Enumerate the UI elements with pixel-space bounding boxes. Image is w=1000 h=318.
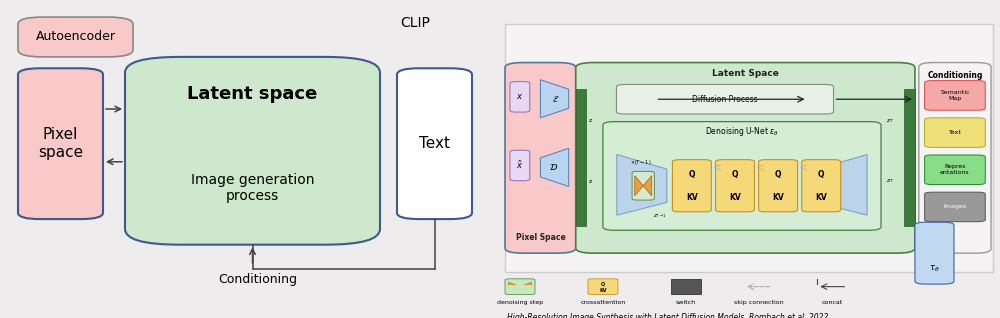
Text: Text: Text xyxy=(419,136,450,151)
FancyBboxPatch shape xyxy=(632,171,654,200)
Text: Conditioning: Conditioning xyxy=(927,72,983,80)
FancyBboxPatch shape xyxy=(925,155,985,184)
Text: $\mathcal{D}$: $\mathcal{D}$ xyxy=(549,162,558,172)
Text: Latent space: Latent space xyxy=(187,86,318,103)
Text: $x$: $x$ xyxy=(516,92,523,101)
Text: KV: KV xyxy=(599,287,607,293)
Text: z: z xyxy=(588,179,592,184)
FancyBboxPatch shape xyxy=(759,160,798,212)
Text: Text: Text xyxy=(948,130,961,135)
Polygon shape xyxy=(540,148,569,186)
Text: Semantic
Map: Semantic Map xyxy=(940,90,970,101)
Text: Denoising U-Net $\epsilon_\theta$: Denoising U-Net $\epsilon_\theta$ xyxy=(705,125,779,138)
Text: Image generation
process: Image generation process xyxy=(191,173,314,204)
Text: $\tau_\theta$: $\tau_\theta$ xyxy=(929,263,940,274)
Text: Diffusion Process: Diffusion Process xyxy=(692,95,758,104)
Text: $z_T$: $z_T$ xyxy=(886,117,894,125)
FancyBboxPatch shape xyxy=(397,68,472,219)
FancyBboxPatch shape xyxy=(802,160,841,212)
Text: Q: Q xyxy=(775,170,781,179)
FancyBboxPatch shape xyxy=(616,85,834,114)
Text: $z_{T-1}$: $z_{T-1}$ xyxy=(653,212,667,220)
Text: KV: KV xyxy=(815,193,827,202)
Text: concat: concat xyxy=(822,300,843,305)
Polygon shape xyxy=(817,155,867,215)
FancyBboxPatch shape xyxy=(18,68,103,219)
FancyBboxPatch shape xyxy=(925,81,985,110)
Text: Pixel
space: Pixel space xyxy=(38,128,83,160)
Text: Latent Space: Latent Space xyxy=(712,69,779,78)
Text: KV: KV xyxy=(729,193,741,202)
Text: CLIP: CLIP xyxy=(400,16,430,30)
FancyBboxPatch shape xyxy=(716,160,754,212)
Text: High-Resolution Image Synthesis with Latent Diffusion Models, Rombach et al. 202: High-Resolution Image Synthesis with Lat… xyxy=(507,313,828,318)
Polygon shape xyxy=(540,80,569,118)
Polygon shape xyxy=(509,282,531,291)
Bar xyxy=(671,279,701,294)
FancyBboxPatch shape xyxy=(576,63,915,253)
FancyBboxPatch shape xyxy=(125,57,380,245)
Text: Q: Q xyxy=(732,170,738,179)
Text: Autoencoder: Autoencoder xyxy=(36,31,116,44)
Text: $z_T$: $z_T$ xyxy=(886,177,894,185)
FancyBboxPatch shape xyxy=(18,17,133,57)
FancyBboxPatch shape xyxy=(925,192,985,222)
Bar xyxy=(505,24,993,272)
Text: z: z xyxy=(588,118,592,123)
FancyBboxPatch shape xyxy=(915,222,954,284)
FancyBboxPatch shape xyxy=(588,279,618,294)
Polygon shape xyxy=(617,155,667,215)
Text: denoising step: denoising step xyxy=(497,300,543,305)
FancyBboxPatch shape xyxy=(510,150,530,181)
Bar xyxy=(576,89,586,226)
Text: $\tilde{x}$: $\tilde{x}$ xyxy=(516,160,523,171)
FancyBboxPatch shape xyxy=(505,279,535,294)
FancyBboxPatch shape xyxy=(510,82,530,112)
Text: Conditioning: Conditioning xyxy=(218,273,297,286)
Text: skip connection: skip connection xyxy=(734,300,784,305)
FancyBboxPatch shape xyxy=(925,118,985,147)
Text: KV: KV xyxy=(686,193,698,202)
Text: $\times(T-1)$: $\times(T-1)$ xyxy=(630,158,652,167)
Text: Images: Images xyxy=(943,204,966,210)
Text: Q: Q xyxy=(689,170,695,179)
Text: Q: Q xyxy=(818,170,824,179)
Bar xyxy=(904,89,915,226)
FancyBboxPatch shape xyxy=(919,63,991,253)
Text: KV: KV xyxy=(772,193,784,202)
Text: $\mathcal{E}$: $\mathcal{E}$ xyxy=(552,94,560,104)
Text: Pixel Space: Pixel Space xyxy=(516,233,565,242)
FancyBboxPatch shape xyxy=(603,122,881,230)
Text: switch: switch xyxy=(676,300,696,305)
Polygon shape xyxy=(635,176,652,196)
FancyBboxPatch shape xyxy=(505,63,576,253)
Text: Q: Q xyxy=(601,281,605,286)
Text: Repres
entations: Repres entations xyxy=(940,164,970,175)
FancyBboxPatch shape xyxy=(672,160,711,212)
Text: crossattention: crossattention xyxy=(580,300,626,305)
